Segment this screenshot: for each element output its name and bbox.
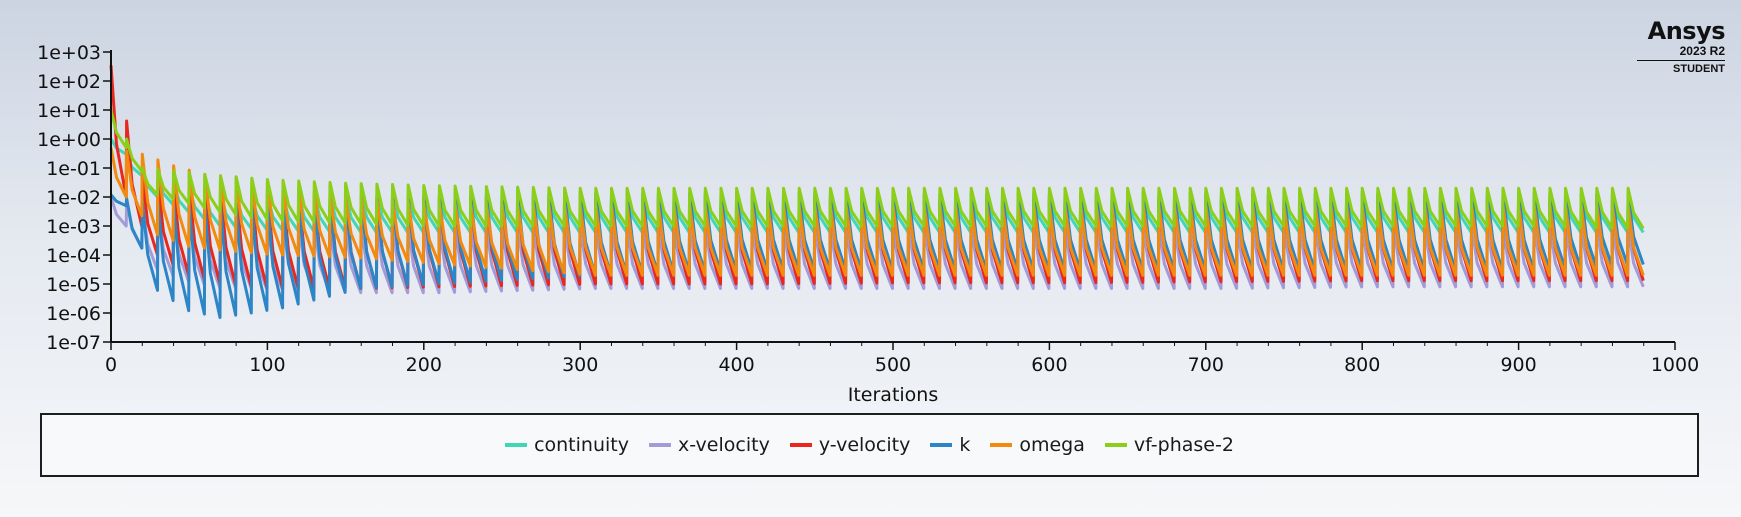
series-line-vf-phase-2: [109, 109, 1645, 230]
logo-edition: STUDENT: [1673, 63, 1725, 75]
y-tick-label: 1e-02: [46, 187, 101, 209]
x-tick-label: 0: [105, 354, 117, 376]
y-tick-label: 1e-05: [46, 274, 101, 296]
y-tick-label: 1e+01: [37, 100, 101, 122]
legend-item-continuity: continuity: [505, 434, 629, 456]
y-tick-label: 1e-07: [46, 332, 101, 354]
legend-item-k: k: [930, 434, 970, 456]
x-tick-label: 600: [1031, 354, 1067, 376]
logo-version: 2023 R2: [1679, 44, 1725, 58]
legend-item-vf-phase-2: vf-phase-2: [1104, 434, 1234, 456]
legend-label: vf-phase-2: [1133, 434, 1234, 456]
x-axis-title: Iterations: [848, 384, 939, 406]
legend-label: k: [959, 434, 971, 456]
logo-divider: [1637, 60, 1725, 61]
x-tick-label: 700: [1188, 354, 1224, 376]
legend-label: continuity: [534, 434, 629, 456]
legend-swatch: [789, 443, 812, 447]
logo-name: Ansys: [1647, 17, 1726, 45]
y-tick-label: 1e+03: [37, 42, 101, 64]
legend-item-y-velocity: y-velocity: [789, 434, 911, 456]
legend-label: omega: [1019, 434, 1085, 456]
y-tick-label: 1e-04: [46, 245, 101, 267]
legend-swatch: [1104, 443, 1127, 447]
x-tick-label: 200: [406, 354, 442, 376]
x-tick-label: 500: [875, 354, 911, 376]
legend-swatch: [930, 443, 953, 447]
legend-label: y-velocity: [818, 434, 911, 456]
legend-swatch: [648, 443, 671, 447]
y-tick-label: 1e-03: [46, 216, 101, 238]
series-layer: [109, 65, 1645, 319]
x-tick-label: 900: [1500, 354, 1536, 376]
y-tick-label: 1e+02: [37, 71, 101, 93]
y-tick-label: 1e+00: [37, 129, 101, 151]
y-tick-label: 1e-01: [46, 158, 101, 180]
legend-swatch: [505, 443, 528, 447]
y-tick-label: 1e-06: [46, 303, 101, 325]
legend-item-x-velocity: x-velocity: [648, 434, 770, 456]
axes-layer: 0 100 200 300 400 500 600 700 800 900 1000 1e-07 1e-…: [37, 42, 1699, 376]
legend-swatch: [990, 443, 1013, 447]
x-tick-label: 400: [718, 354, 754, 376]
x-tick-label: 800: [1344, 354, 1380, 376]
chart-legend: continuity x-velocity y-velocity k omega vf-p…: [40, 413, 1699, 477]
legend-label: x-velocity: [677, 434, 770, 456]
ansys-logo: Ansys 2023 R2 STUDENT: [1637, 17, 1726, 76]
legend-item-omega: omega: [990, 434, 1085, 456]
series-line-omega: [109, 147, 1645, 277]
x-tick-label: 100: [249, 354, 285, 376]
x-tick-label: 300: [562, 354, 598, 376]
x-tick-label: 1000: [1651, 354, 1699, 376]
